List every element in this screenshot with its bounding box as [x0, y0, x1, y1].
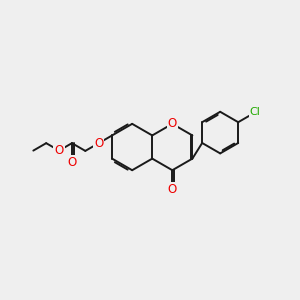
Text: O: O — [94, 137, 103, 150]
Text: Cl: Cl — [250, 107, 261, 117]
Text: O: O — [168, 183, 177, 196]
Text: O: O — [168, 117, 177, 130]
Text: O: O — [54, 144, 64, 157]
Text: O: O — [67, 156, 76, 169]
